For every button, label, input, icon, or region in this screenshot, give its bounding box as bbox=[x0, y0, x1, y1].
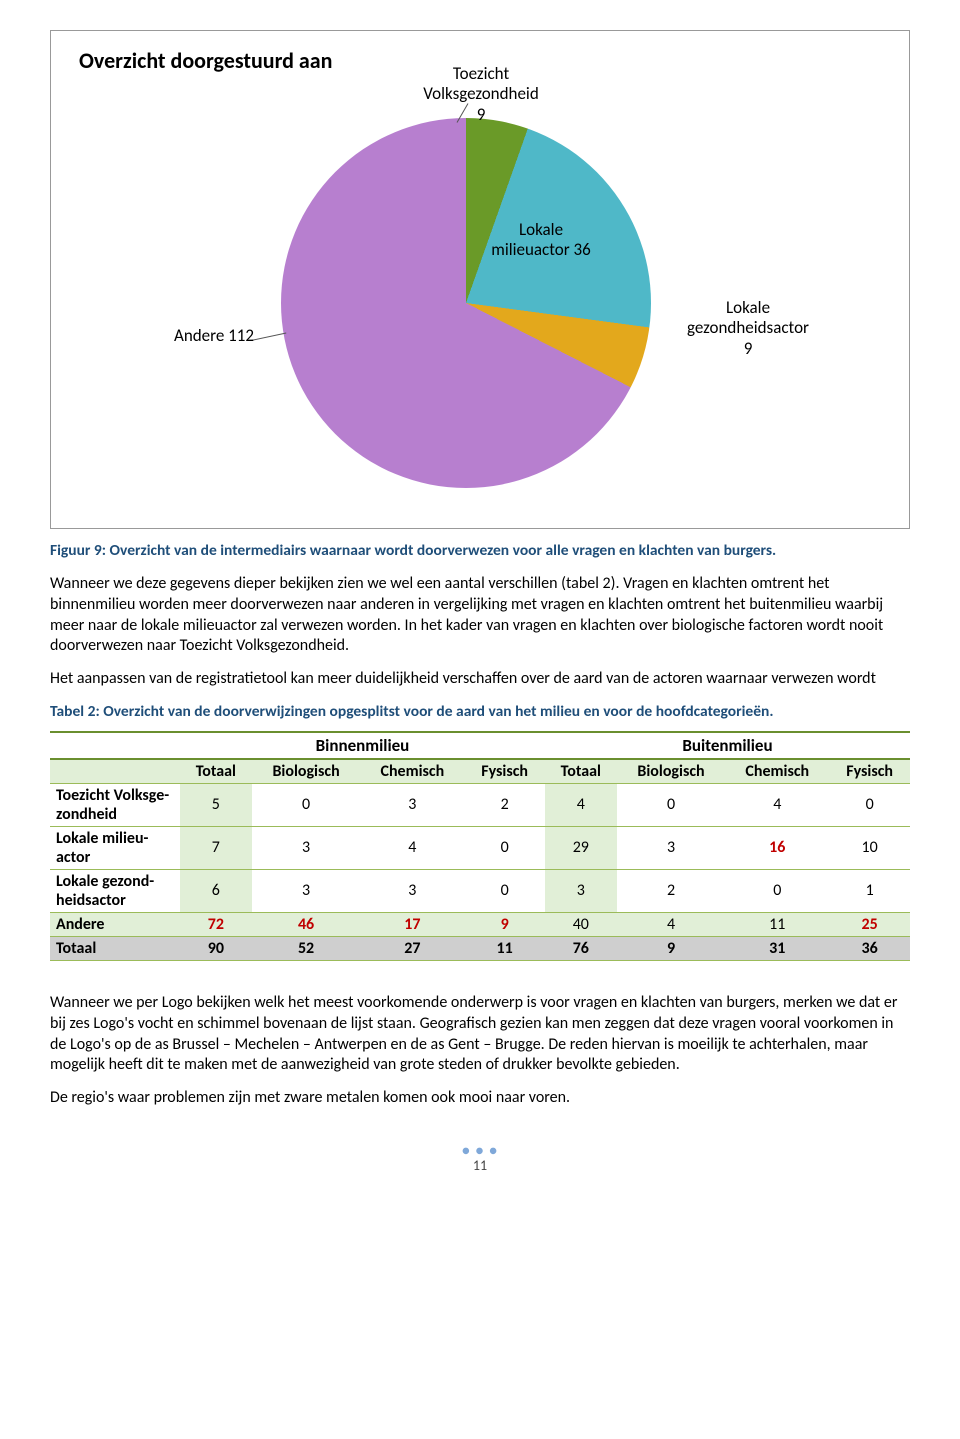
sub-header: Chemisch bbox=[725, 759, 829, 784]
table-cell: 16 bbox=[725, 826, 829, 869]
paragraph-3: Wanneer we per Logo bekijken welk het me… bbox=[50, 993, 910, 1076]
table-cell: 90 bbox=[180, 936, 252, 960]
row-label: Toezicht Volksge-zondheid bbox=[50, 783, 180, 826]
table-cell: 36 bbox=[829, 936, 910, 960]
sub-header: Totaal bbox=[180, 759, 252, 784]
page-number: 11 bbox=[50, 1158, 910, 1173]
data-table: Binnenmilieu Buitenmilieu TotaalBiologis… bbox=[50, 731, 910, 961]
table-cell: 5 bbox=[180, 783, 252, 826]
row-label: Lokale milieu-actor bbox=[50, 826, 180, 869]
table-cell: 3 bbox=[545, 869, 617, 912]
table-row: Toezicht Volksge-zondheid50324040 bbox=[50, 783, 910, 826]
table-cell: 2 bbox=[617, 869, 726, 912]
table-cell: 6 bbox=[180, 869, 252, 912]
table-cell: 3 bbox=[617, 826, 726, 869]
sub-header: Biologisch bbox=[617, 759, 726, 784]
document-page: Overzicht doorgestuurd aan Toezicht Volk… bbox=[0, 0, 960, 1194]
figure-caption: Figuur 9: Overzicht van de intermediairs… bbox=[50, 541, 910, 560]
table-cell: 4 bbox=[725, 783, 829, 826]
page-footer: ● ● ● 11 bbox=[50, 1143, 910, 1174]
paragraph-4: De regio's waar problemen zijn met zware… bbox=[50, 1088, 910, 1109]
table-header-row: Binnenmilieu Buitenmilieu bbox=[50, 732, 910, 759]
table-cell: 0 bbox=[464, 869, 545, 912]
table-cell: 0 bbox=[725, 869, 829, 912]
row-label: Totaal bbox=[50, 936, 180, 960]
table-cell: 72 bbox=[180, 912, 252, 936]
table-cell: 11 bbox=[725, 912, 829, 936]
table-cell: 9 bbox=[617, 936, 726, 960]
group-header: Binnenmilieu bbox=[180, 732, 545, 759]
table-row: Totaal905227117693136 bbox=[50, 936, 910, 960]
table-cell: 52 bbox=[252, 936, 361, 960]
table-cell: 0 bbox=[464, 826, 545, 869]
paragraph-2: Het aanpassen van de registratietool kan… bbox=[50, 669, 910, 690]
chart-label-gezondheidsactor: Lokale gezondheidsactor 9 bbox=[663, 298, 833, 359]
table-cell: 25 bbox=[829, 912, 910, 936]
chart-label-andere: Andere 112 bbox=[159, 326, 269, 346]
table-cell: 31 bbox=[725, 936, 829, 960]
chart-label-toezicht: Toezicht Volksgezondheid 9 bbox=[391, 64, 571, 125]
table-cell: 76 bbox=[545, 936, 617, 960]
table-cell: 4 bbox=[617, 912, 726, 936]
sub-header: Fysisch bbox=[464, 759, 545, 784]
pie-chart bbox=[281, 118, 651, 488]
table-cell: 1 bbox=[829, 869, 910, 912]
table-row: Andere72461794041125 bbox=[50, 912, 910, 936]
table-cell: 40 bbox=[545, 912, 617, 936]
sub-header: Chemisch bbox=[360, 759, 464, 784]
group-header: Buitenmilieu bbox=[545, 732, 910, 759]
table-cell: 2 bbox=[464, 783, 545, 826]
table-corner bbox=[50, 732, 180, 759]
table-cell: 3 bbox=[252, 869, 361, 912]
table-cell: 17 bbox=[360, 912, 464, 936]
sub-header: Fysisch bbox=[829, 759, 910, 784]
table-cell: 4 bbox=[545, 783, 617, 826]
sub-header: Biologisch bbox=[252, 759, 361, 784]
row-label: Andere bbox=[50, 912, 180, 936]
table-subheader-row: TotaalBiologischChemischFysischTotaalBio… bbox=[50, 759, 910, 784]
table-cell: 27 bbox=[360, 936, 464, 960]
table-cell: 46 bbox=[252, 912, 361, 936]
table-row: Lokale gezond-heidsactor63303201 bbox=[50, 869, 910, 912]
row-label: Lokale gezond-heidsactor bbox=[50, 869, 180, 912]
table-cell: 3 bbox=[360, 869, 464, 912]
table-cell: 4 bbox=[360, 826, 464, 869]
table-row: Lokale milieu-actor73402931610 bbox=[50, 826, 910, 869]
pie-chart-container: Overzicht doorgestuurd aan Toezicht Volk… bbox=[50, 30, 910, 529]
table-cell: 0 bbox=[617, 783, 726, 826]
chart-label-milieuactor: Lokale milieuactor 36 bbox=[471, 220, 611, 261]
table-cell: 11 bbox=[464, 936, 545, 960]
table-cell: 7 bbox=[180, 826, 252, 869]
table-cell: 9 bbox=[464, 912, 545, 936]
sub-header: Totaal bbox=[545, 759, 617, 784]
table-cell: 29 bbox=[545, 826, 617, 869]
table-cell: 10 bbox=[829, 826, 910, 869]
paragraph-1: Wanneer we deze gegevens dieper bekijken… bbox=[50, 574, 910, 657]
chart-area: Toezicht Volksgezondheid 9 Lokale milieu… bbox=[71, 78, 889, 518]
table-cell: 3 bbox=[252, 826, 361, 869]
table-cell: 0 bbox=[829, 783, 910, 826]
table-cell: 0 bbox=[252, 783, 361, 826]
table-cell: 3 bbox=[360, 783, 464, 826]
table-corner bbox=[50, 759, 180, 784]
footer-dots-icon: ● ● ● bbox=[50, 1143, 910, 1158]
table-caption: Tabel 2: Overzicht van de doorverwijzing… bbox=[50, 702, 910, 721]
